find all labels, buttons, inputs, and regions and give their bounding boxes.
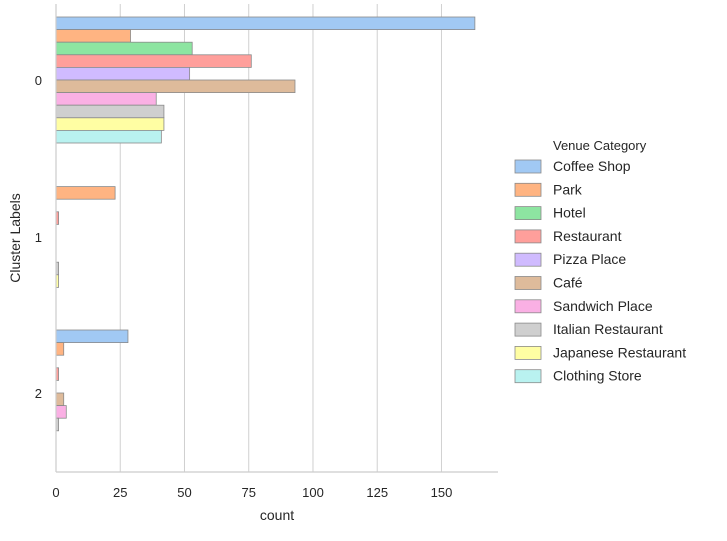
- bar: [55, 29, 131, 43]
- legend-swatch: [514, 322, 542, 337]
- y-tick-labels: 0 1 2: [35, 73, 42, 401]
- legend-swatch: [514, 182, 542, 197]
- legend-swatch: [514, 159, 542, 174]
- x-tick-label: 25: [113, 485, 127, 500]
- legend-item-label: Park: [553, 181, 583, 197]
- legend-swatch: [514, 299, 542, 314]
- legend-swatch: [514, 229, 542, 244]
- bar: [55, 67, 191, 81]
- legend-item-label: Sandwich Place: [553, 298, 653, 314]
- legend-item-label: Japanese Restaurant: [553, 344, 686, 360]
- x-tick-label: 125: [366, 485, 388, 500]
- bar: [55, 16, 476, 31]
- bar: [55, 129, 162, 144]
- legend-swatch: [514, 369, 542, 384]
- x-tick-label: 75: [241, 485, 255, 500]
- axes: [55, 4, 498, 473]
- legend-item-label: Clothing Store: [553, 368, 642, 384]
- legend-swatch: [514, 252, 542, 267]
- x-tick-label: 100: [302, 485, 324, 500]
- bar: [55, 41, 193, 56]
- bar: [55, 104, 165, 119]
- bar: [55, 342, 65, 356]
- legend-swatch: [514, 345, 542, 360]
- y-tick-label: 1: [35, 230, 42, 245]
- bar: [55, 54, 252, 68]
- legend-swatch: [514, 276, 542, 290]
- y-axis-title: Cluster Labels: [7, 193, 23, 283]
- legend-item-label: Italian Restaurant: [553, 321, 663, 337]
- bar: [55, 117, 165, 131]
- legend: Venue Category Coffee Shop Park Hotel Resta…: [514, 138, 686, 384]
- x-axis-title: count: [260, 507, 294, 523]
- bar: [55, 405, 67, 419]
- legend-swatch: [514, 206, 542, 221]
- legend-item-label: Restaurant: [553, 228, 622, 244]
- legend-title: Venue Category: [553, 138, 647, 153]
- bar: [55, 329, 129, 344]
- x-tick-label: 0: [52, 485, 59, 500]
- legend-item-label: Pizza Place: [553, 251, 626, 267]
- x-tick-label: 150: [431, 485, 453, 500]
- bar: [55, 79, 296, 94]
- bars: [55, 16, 476, 432]
- y-tick-label: 0: [35, 73, 42, 88]
- y-tick-label: 2: [35, 386, 42, 401]
- x-tick-label: 50: [177, 485, 191, 500]
- legend-item-label: Coffee Shop: [553, 158, 631, 174]
- bar: [55, 392, 65, 407]
- legend-item-label: Café: [553, 275, 583, 291]
- bar: [55, 186, 116, 200]
- x-tick-labels: 0 25 50 75 100 125 150: [52, 485, 452, 500]
- bar: [55, 92, 157, 106]
- legend-item-label: Hotel: [553, 205, 586, 221]
